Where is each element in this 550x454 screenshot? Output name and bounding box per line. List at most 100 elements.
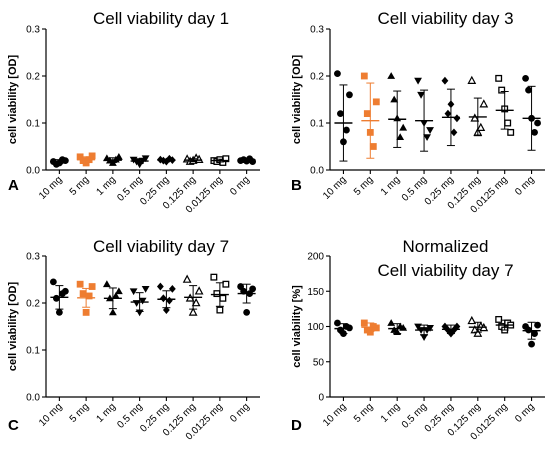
data-point (534, 321, 541, 329)
panel-c: Cell viability day 7 cell viability [OD]… (7, 237, 260, 443)
error-bar (103, 157, 122, 163)
y-tick-label: 50 (313, 357, 325, 368)
data-point (470, 113, 480, 122)
data-point (531, 129, 538, 136)
data-point (76, 280, 84, 288)
y-tick-label: 0.3 (26, 252, 40, 263)
data-point (210, 273, 218, 281)
error-bar (77, 156, 96, 163)
chart-title-line2: Cell viability day 7 (377, 261, 513, 280)
data-point (522, 74, 529, 82)
data-point (479, 99, 489, 108)
plot-area: 0.00.10.20.310 mg 5 mg 1 mg0.5 mg0.25 mg0.… (310, 25, 545, 216)
panel-a: Cell viability day 1 cell viability [OD]… (7, 9, 260, 216)
data-point (360, 72, 368, 80)
data-point (343, 126, 350, 134)
error-bar (495, 91, 514, 130)
data-point (467, 75, 477, 85)
data-point (52, 294, 60, 302)
y-tick-label: 0 (318, 393, 324, 404)
error-bar (388, 323, 407, 335)
data-point (156, 282, 164, 291)
data-point (441, 322, 449, 331)
data-point (194, 286, 204, 295)
data-point (191, 298, 201, 307)
data-point (414, 323, 422, 331)
data-point (453, 114, 461, 123)
panel-letter: C (8, 417, 19, 434)
data-point (453, 322, 461, 331)
data-point (55, 309, 63, 316)
y-tick-label: 200 (307, 252, 324, 263)
data-point (114, 287, 123, 295)
error-bar (495, 319, 514, 331)
data-point (498, 86, 506, 94)
x-tick-label: 1 mg (94, 174, 118, 198)
data-point (108, 308, 117, 316)
data-point (129, 288, 138, 296)
data-point (360, 319, 368, 327)
y-tick-label: 0.3 (26, 25, 40, 36)
chart-title: Cell viability day 3 (377, 9, 513, 28)
data-point (369, 143, 377, 150)
y-tick-label: 150 (307, 287, 324, 298)
data-point (495, 315, 503, 323)
error-bar (103, 287, 122, 310)
data-point (76, 153, 84, 161)
x-tick-label: 1 mg (379, 174, 403, 198)
data-point (372, 98, 380, 106)
data-point (85, 292, 93, 300)
error-bar (237, 158, 256, 162)
data-point (111, 292, 120, 299)
x-tick-label: 0 mg (513, 174, 537, 198)
y-tick-label: 0.0 (310, 166, 324, 177)
data-point (366, 328, 374, 336)
data-point (444, 109, 452, 118)
panel-letter: A (8, 177, 19, 194)
error-bar (388, 90, 407, 148)
x-tick-label: 1 mg (94, 401, 118, 425)
data-point (525, 326, 532, 334)
data-point (182, 274, 192, 283)
y-tick-label: 100 (307, 322, 324, 333)
y-axis-label: cell viability [OD] (291, 55, 303, 145)
data-point (165, 296, 173, 305)
data-point (467, 315, 477, 325)
x-tick-label: 5 mg (352, 174, 376, 198)
panel-b: Cell viability day 3 cell viability [OD]… (291, 9, 545, 216)
panel-d: Normalized Cell viability day 7 cell via… (291, 237, 545, 443)
data-point (346, 91, 353, 99)
data-point (334, 70, 341, 78)
data-point (441, 76, 449, 85)
x-tick-label: 10 mg (37, 174, 64, 201)
data-point (141, 155, 150, 163)
data-point (531, 330, 538, 337)
plot-area: 0.00.10.20.310 mg 5 mg 1 mg0.5 mg0.25 mg0.… (26, 25, 260, 216)
chart-title: Cell viability day 1 (93, 9, 229, 28)
data-point (495, 74, 503, 82)
data-point (387, 72, 396, 79)
x-tick-label: 1 mg (379, 401, 403, 425)
error-bar (157, 290, 176, 309)
data-point (213, 290, 221, 298)
data-point (243, 309, 251, 316)
data-point (168, 285, 176, 293)
data-point (528, 340, 535, 348)
error-bar (77, 287, 96, 308)
chart-title: Cell viability day 7 (93, 237, 229, 256)
data-point (504, 119, 512, 127)
data-point (82, 309, 90, 316)
y-tick-label: 0.1 (26, 119, 40, 130)
data-point (222, 280, 230, 288)
x-tick-label: 5 mg (68, 174, 92, 198)
data-point (88, 283, 96, 290)
plot-area: 0.00.10.20.310 mg 5 mg 1 mg0.5 mg0.25 mg0.… (26, 252, 260, 443)
data-point (534, 119, 541, 127)
x-tick-label: 10 mg (37, 401, 64, 428)
error-bar (210, 282, 229, 307)
x-tick-label: 5 mg (352, 401, 376, 425)
error-bar (50, 159, 69, 164)
error-bar (130, 158, 149, 164)
data-point (507, 128, 515, 136)
